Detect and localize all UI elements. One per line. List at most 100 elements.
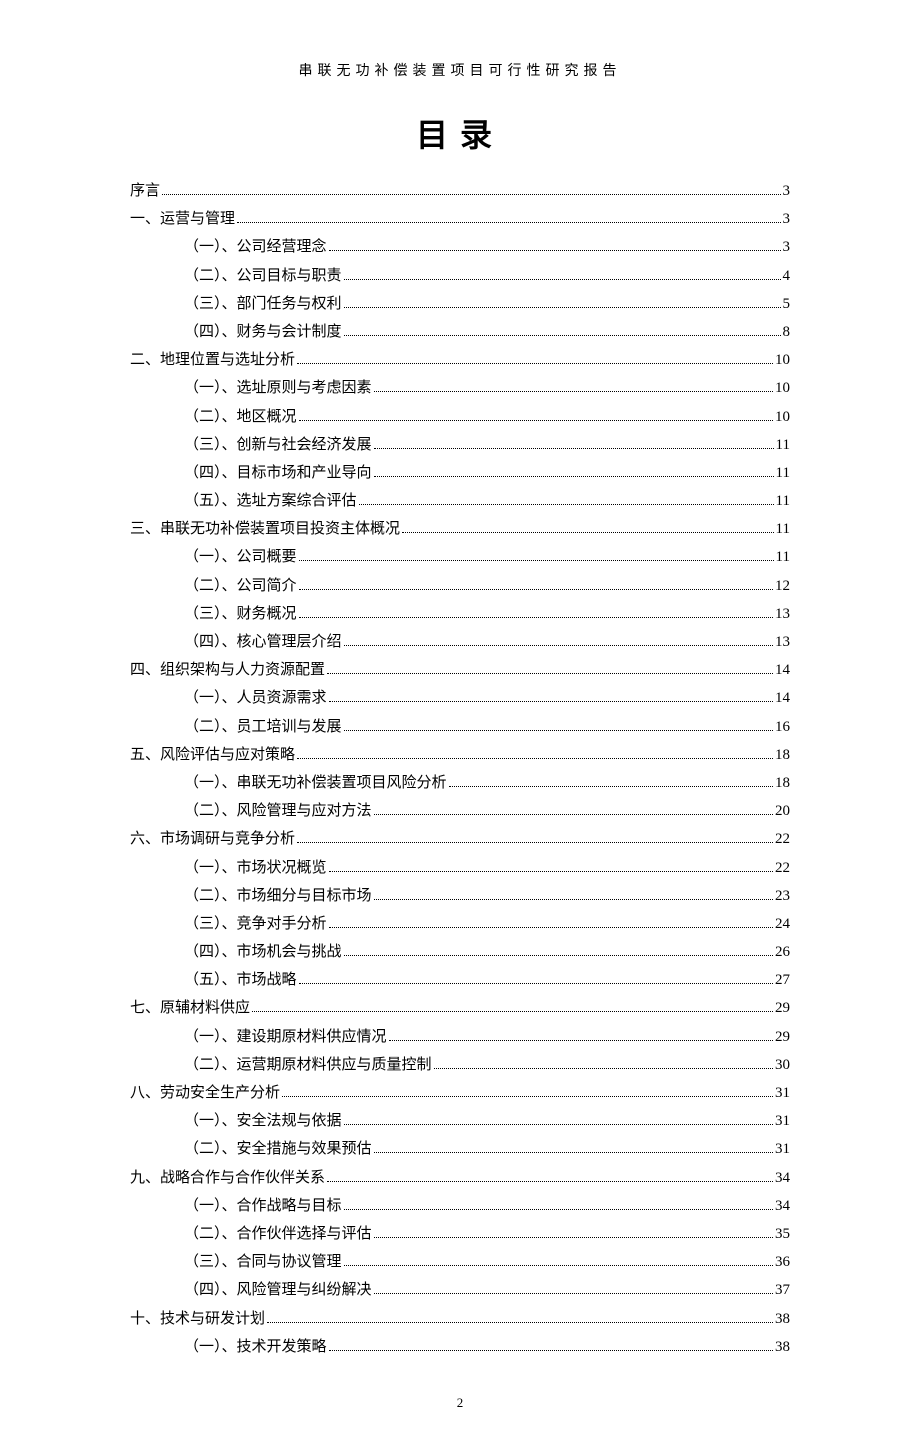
toc-leader-dots: [374, 1237, 773, 1238]
toc-line: （二）、市场细分与目标市场23: [130, 889, 790, 904]
toc-entry-label: 二、地理位置与选址分析: [130, 353, 295, 368]
toc-entry-page: 23: [775, 889, 790, 904]
toc-entry-page: 12: [775, 579, 790, 594]
toc-line: （四）、核心管理层介绍13: [130, 635, 790, 650]
toc-leader-dots: [374, 814, 773, 815]
document-page: 串联无功补偿装置项目可行性研究报告 目录 序言3一、运营与管理3（一）、公司经营…: [0, 0, 920, 1451]
toc-leader-dots: [329, 1350, 773, 1351]
toc-line: （一）、安全法规与依据31: [130, 1114, 790, 1129]
toc-line: 一、运营与管理 3: [130, 212, 790, 227]
toc-leader-dots: [297, 758, 773, 759]
toc-line: 五、风险评估与应对策略18: [130, 748, 790, 763]
toc-line: （二）、合作伙伴选择与评估35: [130, 1227, 790, 1242]
toc-entry-page: 22: [775, 832, 790, 847]
toc-entry-page: 27: [775, 973, 790, 988]
toc-entry-label: （三）、创新与社会经济发展: [184, 438, 372, 453]
toc-line: （一）、建设期原材料供应情况29: [130, 1030, 790, 1045]
toc-leader-dots: [344, 1265, 773, 1266]
toc-main-title: 目录: [130, 110, 790, 156]
toc-entry-page: 14: [775, 691, 790, 706]
toc-entry-label: 十、技术与研发计划: [130, 1312, 265, 1327]
toc-line: （一）、合作战略与目标 34: [130, 1199, 790, 1214]
toc-entry-label: （一）、串联无功补偿装置项目风险分析: [184, 776, 447, 791]
toc-entry-label: （二）、员工培训与发展: [184, 720, 342, 735]
toc-leader-dots: [344, 645, 773, 646]
toc-entry-label: 四、组织架构与人力资源配置: [130, 663, 325, 678]
toc-entry-label: 八、劳动安全生产分析: [130, 1086, 280, 1101]
toc-entry-page: 4: [783, 269, 791, 284]
toc-entry-page: 3: [783, 240, 791, 255]
toc-entry-page: 35: [775, 1227, 790, 1242]
toc-entry-label: 六、市场调研与竞争分析: [130, 832, 295, 847]
footer-page-number: 2: [130, 1395, 790, 1411]
toc-entry-page: 31: [775, 1114, 790, 1129]
toc-entry-label: （一）、选址原则与考虑因素: [184, 381, 372, 396]
toc-line: （三）、合同与协议管理36: [130, 1255, 790, 1270]
toc-leader-dots: [297, 363, 773, 364]
toc-entry-page: 29: [775, 1001, 790, 1016]
toc-entry-page: 8: [783, 325, 791, 340]
toc-entry-label: 九、战略合作与合作伙伴关系: [130, 1171, 325, 1186]
toc-entry-label: 一、运营与管理: [130, 212, 235, 227]
toc-entry-page: 30: [775, 1058, 790, 1073]
toc-entry-page: 38: [775, 1340, 790, 1355]
toc-leader-dots: [344, 1124, 773, 1125]
toc-leader-dots: [374, 448, 774, 449]
toc-entry-page: 20: [775, 804, 790, 819]
toc-leader-dots: [344, 1209, 773, 1210]
toc-leader-dots: [267, 1322, 773, 1323]
toc-line: （三）、竞争对手分析24: [130, 917, 790, 932]
toc-entry-label: （一）、公司经营理念: [184, 240, 327, 255]
toc-leader-dots: [329, 871, 773, 872]
toc-line: （一）、串联无功补偿装置项目风险分析18: [130, 776, 790, 791]
toc-line: 三、串联无功补偿装置项目投资主体概况11: [130, 522, 790, 537]
toc-line: 七、原辅材料供应 29: [130, 1001, 790, 1016]
toc-entry-label: （五）、选址方案综合评估: [184, 494, 357, 509]
toc-line: 六、市场调研与竞争分析 22: [130, 832, 790, 847]
toc-line: （一）、人员资源需求 14: [130, 691, 790, 706]
toc-leader-dots: [359, 504, 774, 505]
toc-entry-page: 31: [775, 1086, 790, 1101]
toc-line: （五）、市场战略 27: [130, 973, 790, 988]
toc-line: （二）、公司简介12: [130, 579, 790, 594]
toc-leader-dots: [402, 532, 774, 533]
toc-leader-dots: [299, 420, 773, 421]
toc-leader-dots: [344, 955, 773, 956]
toc-entry-label: （五）、市场战略: [184, 973, 297, 988]
toc-entry-label: （三）、合同与协议管理: [184, 1255, 342, 1270]
toc-line: （三）、创新与社会经济发展 11: [130, 438, 790, 453]
toc-line: （二）、员工培训与发展16: [130, 720, 790, 735]
toc-container: 序言3一、运营与管理3（一）、公司经营理念3（二）、公司目标与职责4（三）、部门…: [130, 184, 790, 1355]
toc-entry-label: （一）、公司概要: [184, 550, 297, 565]
toc-line: （五）、选址方案综合评估11: [130, 494, 790, 509]
toc-leader-dots: [374, 391, 773, 392]
toc-line: （四）、财务与会计制度8: [130, 325, 790, 340]
toc-leader-dots: [329, 701, 773, 702]
toc-entry-label: 七、原辅材料供应: [130, 1001, 250, 1016]
toc-leader-dots: [327, 1181, 773, 1182]
toc-entry-label: （四）、风险管理与纠纷解决: [184, 1283, 372, 1298]
toc-line: （二）、公司目标与职责4: [130, 269, 790, 284]
toc-entry-page: 24: [775, 917, 790, 932]
toc-entry-label: （一）、技术开发策略: [184, 1340, 327, 1355]
toc-line: 十、技术与研发计划 38: [130, 1312, 790, 1327]
toc-entry-page: 38: [775, 1312, 790, 1327]
toc-entry-page: 10: [775, 353, 790, 368]
toc-leader-dots: [329, 250, 781, 251]
toc-entry-page: 34: [775, 1199, 790, 1214]
toc-entry-label: （一）、市场状况概览: [184, 861, 327, 876]
toc-line: （四）、目标市场和产业导向11: [130, 466, 790, 481]
toc-entry-label: （一）、人员资源需求: [184, 691, 327, 706]
toc-entry-page: 18: [775, 748, 790, 763]
toc-entry-page: 22: [775, 861, 790, 876]
toc-entry-page: 10: [775, 381, 790, 396]
toc-entry-page: 3: [783, 212, 791, 227]
toc-line: （二）、运营期原材料供应与质量控制30: [130, 1058, 790, 1073]
toc-entry-page: 37: [775, 1283, 790, 1298]
toc-entry-page: 11: [776, 550, 790, 565]
toc-line: （二）、地区概况10: [130, 410, 790, 425]
toc-entry-label: （一）、合作战略与目标: [184, 1199, 342, 1214]
toc-entry-page: 3: [783, 184, 791, 199]
toc-entry-page: 11: [776, 438, 790, 453]
toc-entry-page: 29: [775, 1030, 790, 1045]
